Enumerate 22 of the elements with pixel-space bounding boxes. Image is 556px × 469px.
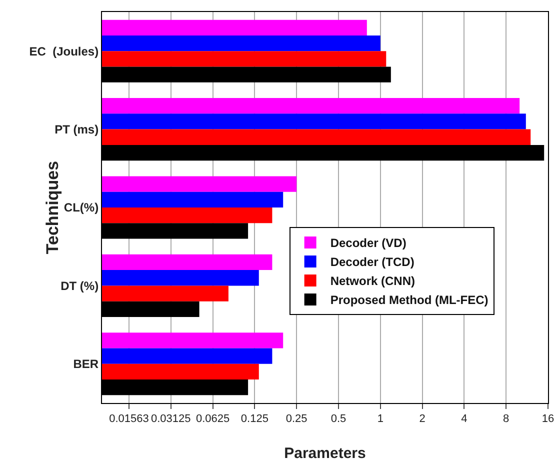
x-tick-label: 8 bbox=[503, 413, 510, 426]
x-tick-label: 0.125 bbox=[240, 413, 268, 426]
y-axis-title: Techniques bbox=[42, 160, 62, 254]
x-tick-label: 16 bbox=[542, 413, 554, 426]
x-tick-label: 0.25 bbox=[286, 413, 308, 426]
legend-label: Decoder (TCD) bbox=[330, 255, 414, 270]
x-axis-title: Parameters bbox=[284, 445, 366, 462]
x-tick-label: 0.5 bbox=[330, 413, 346, 426]
legend-label: Proposed Method (ML-FEC) bbox=[330, 293, 488, 308]
y-tick-label: CL(%) bbox=[64, 200, 99, 215]
x-tick-label: 4 bbox=[461, 413, 468, 426]
y-tick-label: BER bbox=[73, 357, 99, 372]
y-tick-label: EC (Joules) bbox=[29, 44, 99, 58]
y-tick-label: PT (ms) bbox=[54, 122, 99, 136]
x-tick-label: 1 bbox=[377, 413, 384, 426]
legend-label: Network (CNN) bbox=[330, 274, 415, 288]
x-tick-label: 0.0625 bbox=[196, 413, 230, 426]
y-tick-label: DT (%) bbox=[60, 278, 99, 293]
x-tick-label: 0.01563 bbox=[109, 413, 149, 426]
x-tick-label: 2 bbox=[419, 413, 426, 426]
legend-label: Decoder (VD) bbox=[330, 236, 406, 250]
x-tick-label: 0.03125 bbox=[150, 413, 191, 426]
